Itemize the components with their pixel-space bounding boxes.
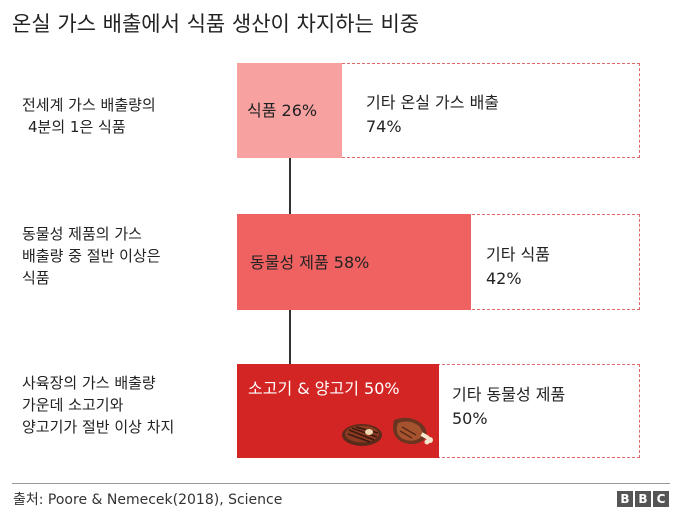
row-3-label-line-1: 사육장의 가스 배출량 xyxy=(22,374,156,392)
row-3-label-line-2: 가운데 소고기와 xyxy=(22,396,124,414)
row-3-part-label: 소고기 & 양고기 50% xyxy=(248,379,400,398)
steak-icon xyxy=(342,424,382,446)
source-note: 출처: Poore & Nemecek(2018), Science xyxy=(13,492,283,508)
connector-1 xyxy=(289,158,291,214)
row-3-rest-label-line-1: 기타 동물성 제품 xyxy=(452,385,566,404)
bbc-logo-c: C xyxy=(653,491,669,507)
row-2-rest-label-line-2: 42% xyxy=(486,269,522,288)
row-3-rest-label: 기타 동물성 제품 50% xyxy=(452,383,565,431)
footer-divider xyxy=(12,483,670,484)
bbc-logo-b1: B xyxy=(617,491,633,507)
row-2-label: 동물성 제품의 가스 배출량 중 절반 이상은 식품 xyxy=(22,223,161,289)
row-2-label-line-3: 식품 xyxy=(22,269,50,287)
row-1-rest-label: 기타 온실 가스 배출 74% xyxy=(366,91,499,139)
row-1-label-line-1: 전세계 가스 배출량의 xyxy=(22,96,156,114)
bbc-logo-b2: B xyxy=(635,491,651,507)
row-1-label-line-2: 4분의 1은 식품 xyxy=(28,118,126,136)
connector-2 xyxy=(289,310,291,364)
row-2-part-label: 동물성 제품 58% xyxy=(250,253,370,272)
row-2-rest-label: 기타 식품 42% xyxy=(486,243,550,291)
row-1-label: 전세계 가스 배출량의 4분의 1은 식품 xyxy=(22,94,156,138)
bbc-logo: B B C xyxy=(617,491,669,507)
row-1-rest-label-line-2: 74% xyxy=(366,117,402,136)
row-3-label: 사육장의 가스 배출량 가운데 소고기와 양고기가 절반 이상 차지 xyxy=(22,372,174,438)
row-1-part-bar xyxy=(237,63,342,158)
row-2-rest-label-line-1: 기타 식품 xyxy=(486,245,550,264)
row-3-rest-label-line-2: 50% xyxy=(452,409,488,428)
row-2-label-line-1: 동물성 제품의 가스 xyxy=(22,225,142,243)
ham-icon xyxy=(393,417,433,445)
row-3-label-line-3: 양고기가 절반 이상 차지 xyxy=(22,418,175,436)
row-1-part-label: 식품 26% xyxy=(247,101,318,120)
row-1-rest-label-line-1: 기타 온실 가스 배출 xyxy=(366,93,500,112)
row-2-label-line-2: 배출량 중 절반 이상은 xyxy=(22,247,161,265)
chart-title: 온실 가스 배출에서 식품 생산이 차지하는 비중 xyxy=(12,12,420,36)
row-2-part-bar xyxy=(237,214,471,310)
